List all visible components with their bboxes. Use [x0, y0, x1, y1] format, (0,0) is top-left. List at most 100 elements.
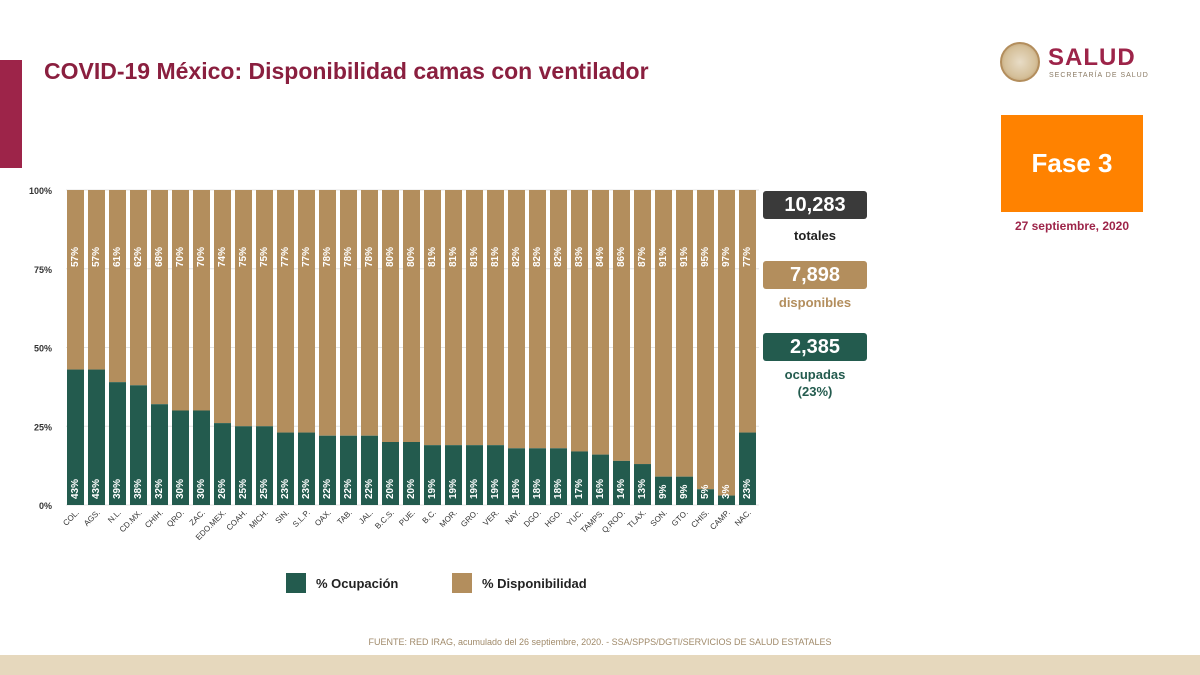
data-label-occupation: 9%: [679, 484, 690, 499]
x-category-label: JAL.: [357, 508, 375, 526]
legend-availability: % Disponibilidad: [452, 573, 587, 593]
x-category-label: Q.ROO.: [600, 508, 627, 535]
data-label-availability: 78%: [364, 247, 375, 267]
occupied-beds-pct: (23%): [797, 384, 833, 399]
data-label-availability: 78%: [343, 247, 354, 267]
data-label-availability: 95%: [700, 247, 711, 267]
bar-occupation: [424, 445, 441, 505]
x-category-label: PUE.: [397, 508, 417, 528]
data-label-occupation: 19%: [448, 479, 459, 499]
x-category-label: B.C.: [421, 508, 438, 525]
bar-occupation: [529, 448, 546, 505]
data-label-occupation: 5%: [700, 484, 711, 499]
data-label-availability: 91%: [658, 247, 669, 267]
data-label-occupation: 16%: [595, 479, 606, 499]
bar-occupation: [592, 454, 609, 505]
data-label-occupation: 39%: [112, 479, 123, 499]
x-category-label: DGO.: [522, 508, 543, 529]
bar-availability: [403, 190, 420, 442]
bar-availability: [550, 190, 567, 449]
bar-availability: [235, 190, 252, 427]
total-beds-value: 10,283: [763, 191, 867, 219]
x-category-label: MOR.: [438, 508, 459, 529]
salud-logo: SALUD SECRETARÍA DE SALUD: [1000, 42, 1150, 86]
bar-occupation: [571, 451, 588, 505]
data-label-availability: 75%: [259, 247, 270, 267]
data-label-occupation: 14%: [616, 479, 627, 499]
data-label-availability: 70%: [175, 247, 186, 267]
bar-occupation: [634, 464, 651, 505]
bar-occupation: [676, 476, 693, 505]
data-label-availability: 77%: [301, 247, 312, 267]
bar-availability: [487, 190, 504, 446]
available-beds-value: 7,898: [763, 261, 867, 289]
x-category-label: GRO.: [459, 508, 480, 529]
total-beds-label: totales: [794, 228, 836, 243]
bar-occupation: [655, 476, 672, 505]
report-date: 27 septiembre, 2020: [1014, 219, 1130, 233]
data-label-availability: 86%: [616, 247, 627, 267]
bar-availability: [424, 190, 441, 446]
data-label-availability: 57%: [70, 247, 81, 267]
legend-occupation: % Ocupación: [286, 573, 398, 593]
x-category-label: OAX.: [313, 508, 333, 528]
bar-availability: [193, 190, 210, 411]
bar-occupation: [340, 435, 357, 505]
x-category-label: N.L.: [106, 508, 123, 525]
bar-occupation: [319, 435, 336, 505]
data-label-occupation: 25%: [259, 479, 270, 499]
y-tick-label: 100%: [29, 186, 52, 196]
left-accent-bar: [0, 60, 22, 168]
x-category-label: COAH.: [225, 508, 249, 532]
legend-swatch-occupation: [286, 573, 306, 593]
data-label-occupation: 17%: [574, 479, 585, 499]
data-label-occupation: 43%: [70, 479, 81, 499]
bar-availability: [319, 190, 336, 436]
data-label-occupation: 22%: [343, 479, 354, 499]
legend-label-occupation: % Ocupación: [316, 575, 399, 591]
page-title: COVID-19 México: Disponibilidad camas co…: [44, 58, 649, 84]
data-label-occupation: 9%: [658, 484, 669, 499]
data-label-occupation: 30%: [175, 479, 186, 499]
data-label-availability: 84%: [595, 247, 606, 267]
data-label-occupation: 20%: [385, 479, 396, 499]
bar-occupation: [277, 432, 294, 505]
x-category-label: NAC.: [733, 508, 753, 528]
footer-band: [0, 655, 1200, 675]
data-label-availability: 87%: [637, 247, 648, 267]
data-label-availability: 81%: [427, 247, 438, 267]
y-tick-label: 75%: [34, 265, 52, 275]
bar-occupation: [214, 423, 231, 505]
data-label-occupation: 3%: [721, 484, 732, 499]
x-category-label: CAMP.: [708, 508, 732, 532]
bar-availability: [151, 190, 168, 405]
bar-occupation: [67, 369, 84, 505]
y-tick-label: 25%: [34, 422, 52, 432]
bar-availability: [130, 190, 147, 386]
data-label-occupation: 26%: [217, 479, 228, 499]
bar-availability: [172, 190, 189, 411]
bar-availability: [676, 190, 693, 477]
bar-availability: [298, 190, 315, 433]
bar-occupation: [88, 369, 105, 505]
data-label-availability: 61%: [112, 247, 123, 267]
stacked-bar-chart: 0% 25% 50% 75% 100% 43% 57% COL. 43% 57% AGS. 39% 61…: [29, 186, 759, 542]
phase-badge: Fase 3: [1001, 115, 1143, 212]
data-label-availability: 81%: [469, 247, 480, 267]
data-label-occupation: 18%: [553, 479, 564, 499]
data-label-availability: 75%: [238, 247, 249, 267]
bar-occupation: [151, 404, 168, 505]
bar-availability: [445, 190, 462, 446]
x-category-label: SIN.: [274, 508, 291, 525]
data-label-availability: 91%: [679, 247, 690, 267]
x-category-label: AGS.: [82, 508, 102, 528]
data-label-availability: 80%: [406, 247, 417, 267]
bar-availability: [571, 190, 588, 452]
bar-occupation: [718, 495, 735, 505]
data-label-occupation: 19%: [427, 479, 438, 499]
data-label-availability: 82%: [511, 247, 522, 267]
data-label-occupation: 25%: [238, 479, 249, 499]
data-label-availability: 77%: [280, 247, 291, 267]
bar-availability: [508, 190, 525, 449]
bar-availability: [214, 190, 231, 424]
